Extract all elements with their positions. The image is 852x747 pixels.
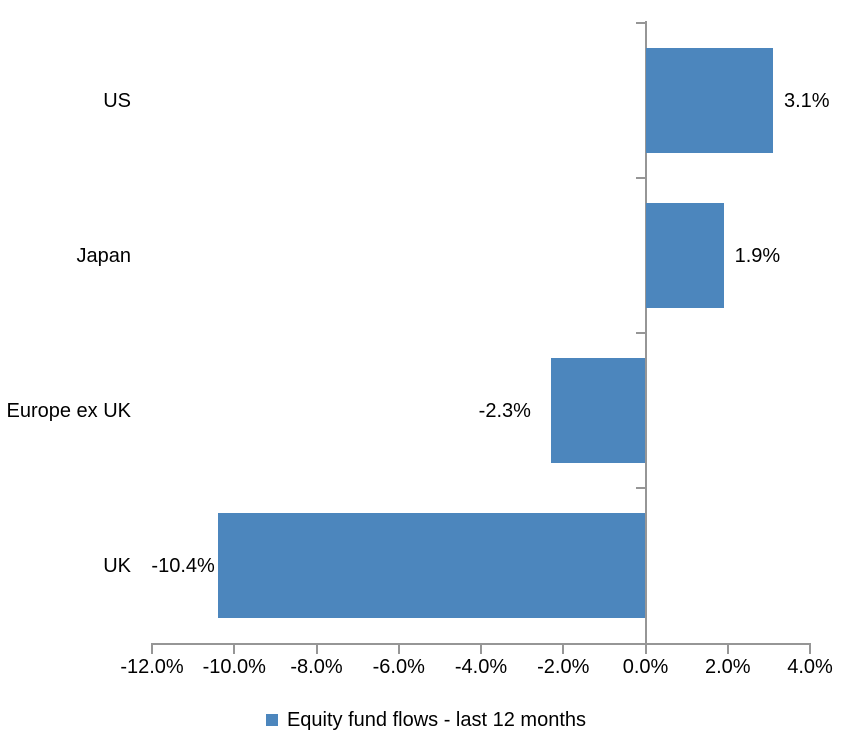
category-axis-tick — [635, 487, 645, 489]
x-axis-tick — [809, 643, 811, 654]
data-label-us: 3.1% — [783, 89, 830, 112]
x-axis-tick-label: -6.0% — [372, 656, 425, 678]
data-label-europe-ex-uk: -2.3% — [478, 399, 531, 422]
category-axis-line — [644, 21, 647, 643]
category-axis-tick — [635, 177, 645, 179]
x-axis-tick — [562, 643, 565, 654]
bar-japan — [645, 203, 724, 308]
legend-series-label: Equity fund flows - last 12 months — [286, 709, 587, 731]
x-axis-tick — [726, 643, 729, 654]
x-axis-tick-label: -8.0% — [290, 656, 343, 678]
x-axis-tick — [151, 643, 153, 654]
x-axis-tick-label: 0.0% — [622, 656, 669, 678]
x-axis-tick — [315, 643, 318, 654]
x-axis-tick-label: -2.0% — [537, 656, 590, 678]
legend: Equity fund flows - last 12 months — [0, 708, 852, 732]
legend-series-marker-icon — [265, 714, 278, 726]
bar-us — [645, 48, 773, 153]
x-axis-tick — [233, 643, 236, 654]
x-axis-tick — [644, 643, 647, 654]
data-label-uk: -10.4% — [151, 554, 215, 577]
category-label-japan: Japan — [76, 244, 132, 267]
category-label-us: US — [103, 89, 131, 112]
x-axis-tick — [397, 643, 400, 654]
bar-europe-ex-uk — [550, 358, 646, 463]
x-axis-tick-label: -4.0% — [454, 656, 508, 678]
x-axis-tick-label: -10.0% — [202, 656, 266, 678]
x-axis-tick-label: 4.0% — [787, 656, 833, 678]
x-axis-tick-label: -12.0% — [120, 656, 184, 678]
category-label-uk: UK — [103, 554, 131, 577]
data-label-japan: 1.9% — [734, 244, 781, 267]
x-axis-tick-label: 2.0% — [704, 656, 751, 678]
category-axis-tick — [635, 332, 645, 334]
category-label-europe-ex-uk: Europe ex UK — [6, 399, 131, 422]
x-axis-tick — [480, 643, 482, 654]
bar-uk — [217, 513, 646, 618]
category-axis-tick — [635, 22, 645, 24]
